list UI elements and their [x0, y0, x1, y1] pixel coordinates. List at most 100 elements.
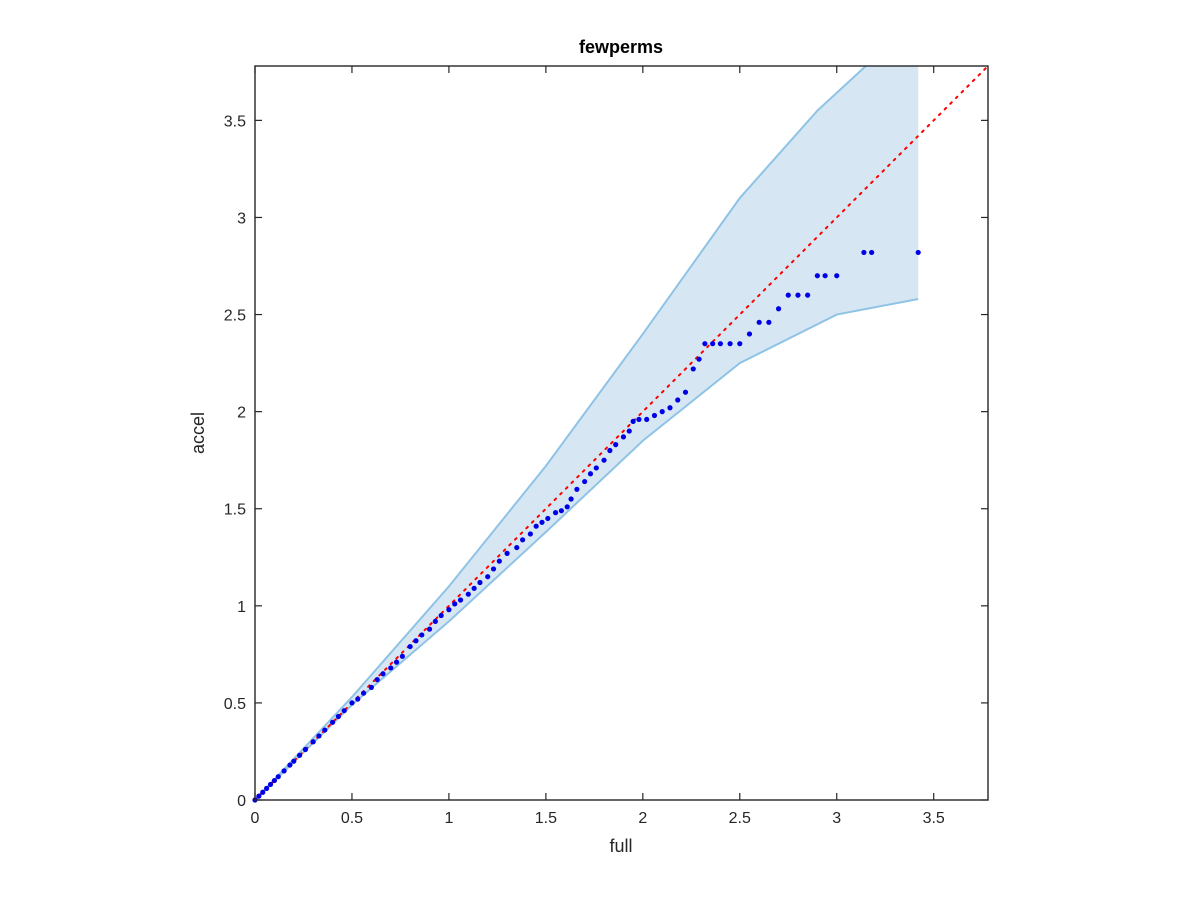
data-point: [485, 574, 491, 580]
data-point: [861, 249, 867, 256]
y-tick-label: 2.5: [224, 308, 246, 325]
data-point: [316, 733, 322, 739]
data-point: [795, 292, 801, 298]
data-point: [756, 319, 762, 325]
data-point: [564, 504, 570, 510]
data-point: [869, 249, 875, 256]
data-point: [360, 690, 367, 696]
data-point: [496, 558, 502, 564]
confidence-band: [255, 66, 919, 800]
x-axis-label: full: [609, 836, 632, 856]
data-point: [465, 591, 471, 597]
data-point: [297, 752, 303, 758]
data-point: [413, 638, 419, 644]
data-point: [607, 447, 613, 454]
data-point: [805, 292, 811, 298]
band-lower-edge: [254, 298, 919, 801]
data-point: [341, 708, 347, 714]
data-point: [775, 306, 782, 312]
data-point: [593, 465, 599, 471]
data-point: [636, 416, 642, 423]
data-point: [393, 659, 400, 665]
y-tick-label: 1: [237, 599, 246, 616]
data-point: [630, 418, 636, 424]
y-axis-label: accel: [188, 412, 208, 454]
data-point: [552, 510, 559, 516]
data-point: [682, 389, 689, 395]
data-point: [558, 508, 564, 514]
data-point: [399, 653, 405, 659]
x-tick-label: 0.5: [341, 810, 363, 827]
data-point: [727, 341, 733, 347]
data-point: [264, 785, 270, 791]
reference-line: [254, 65, 989, 801]
data-point: [329, 719, 336, 725]
data-point: [432, 618, 438, 624]
data-point: [533, 523, 539, 529]
data-point: [785, 292, 791, 298]
data-point: [582, 478, 588, 485]
data-point: [822, 273, 828, 279]
x-tick-label: 2.5: [729, 810, 751, 827]
data-point: [834, 273, 840, 279]
plot-frame: [254, 65, 989, 801]
plot-area: 0 0.5 1 1.5 2 2.5 3 3.5 0 0.5 1 1.5 2 2.5 3 3.5: [224, 65, 989, 827]
data-point: [702, 341, 708, 347]
data-point: [426, 626, 433, 632]
data-point: [601, 457, 607, 463]
data-point: [545, 515, 551, 522]
x-tick-label: 3.5: [923, 810, 945, 827]
data-point: [568, 496, 574, 502]
data-point: [291, 758, 297, 764]
data-point: [349, 700, 355, 706]
x-tick-label: 1: [444, 810, 453, 827]
data-point: [710, 341, 716, 347]
data-point: [407, 643, 413, 650]
data-point: [690, 366, 696, 372]
data-point: [527, 531, 533, 537]
data-point: [514, 544, 520, 551]
data-point: [737, 341, 743, 347]
data-point: [626, 428, 632, 434]
y-tick-label: 3: [237, 210, 246, 227]
data-point: [814, 273, 820, 279]
chart-title: fewperms: [579, 37, 663, 57]
x-tick-label: 1.5: [535, 810, 557, 827]
data-point: [271, 777, 277, 784]
data-point: [438, 612, 444, 619]
data-point: [452, 601, 458, 607]
data-point: [620, 434, 627, 440]
data-point: [915, 249, 921, 256]
data-point: [490, 566, 497, 572]
data-point: [287, 762, 293, 768]
data-point: [587, 471, 594, 477]
data-point: [613, 442, 619, 448]
x-tick-label: 2: [638, 810, 647, 827]
y-tick-label: 0: [237, 793, 246, 810]
data-point: [477, 579, 483, 586]
data-point: [275, 774, 281, 780]
data-point: [675, 397, 681, 403]
data-point: [696, 356, 702, 362]
data-point: [256, 793, 262, 799]
y-tick-label: 3.5: [224, 113, 246, 130]
data-point: [667, 405, 673, 411]
data-point: [419, 632, 425, 638]
y-tick-label: 2: [237, 405, 246, 422]
data-point: [539, 519, 545, 525]
band-upper-edge: [254, 65, 867, 801]
data-point: [504, 550, 510, 556]
data-point: [746, 331, 753, 337]
data-point: [260, 789, 266, 795]
data-point: [281, 768, 287, 774]
data-point: [651, 412, 658, 419]
data-point: [380, 671, 386, 677]
data-point: [659, 409, 665, 415]
data-point: [520, 537, 526, 543]
data-point: [717, 341, 723, 347]
data-point: [335, 713, 341, 720]
data-point: [388, 665, 394, 671]
data-point: [446, 607, 452, 613]
x-tick-label: 3: [832, 810, 841, 827]
